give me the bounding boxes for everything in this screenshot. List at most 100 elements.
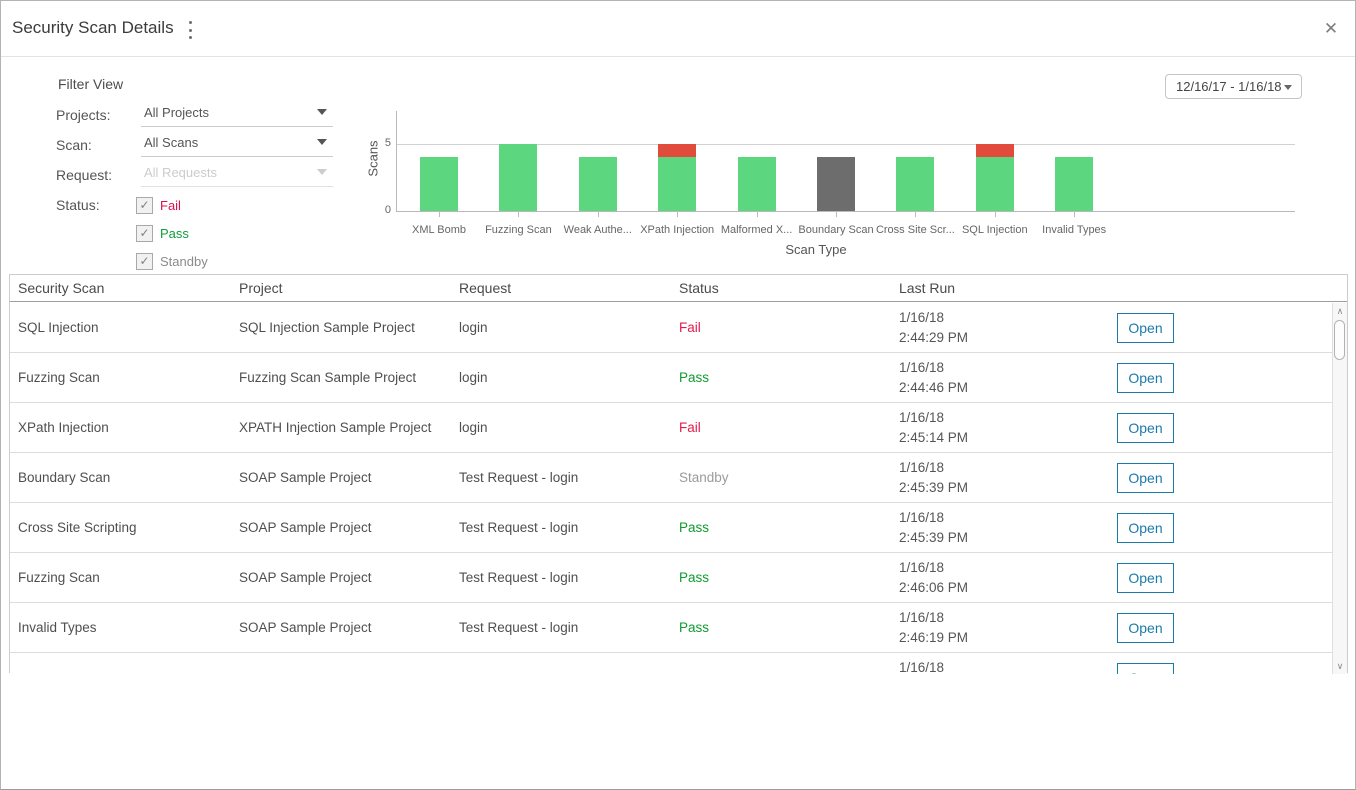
open-button[interactable]: Open	[1117, 513, 1174, 543]
bar-segment-pass-weak-authe-[interactable]	[578, 157, 617, 211]
cell-status: Standby	[679, 470, 729, 485]
bar-segment-fail-sql-injection[interactable]	[975, 144, 1014, 158]
cell-project: SQL Injection Sample Project	[239, 320, 415, 335]
cell-security-scan: Cross Site Scripting	[18, 520, 137, 535]
x-category-label: Boundary Scan	[798, 224, 874, 236]
date-range-dropdown[interactable]: 12/16/17 - 1/16/18	[1165, 74, 1302, 99]
x-tick-mark	[677, 212, 679, 217]
checkbox-label: Fail	[160, 198, 181, 213]
table-row[interactable]: Fuzzing Scan SOAP Sample Project Test Requ…	[10, 553, 1333, 603]
cell-request: login	[459, 420, 488, 435]
checkbox-icon[interactable]: ✓	[136, 225, 153, 242]
request-dropdown: All Requests	[141, 161, 333, 187]
x-tick-mark	[1074, 212, 1076, 217]
cell-security-scan: Fuzzing Scan	[18, 570, 100, 585]
bar-segment-pass-xpath-injection[interactable]	[658, 157, 697, 211]
scrollbar-up-icon[interactable]: ∧	[1336, 306, 1344, 316]
table-row[interactable]: Invalid Types SOAP Sample Project Test Req…	[10, 603, 1333, 653]
bar-segment-pass-cross-site-scr-[interactable]	[896, 157, 935, 211]
page-title: Security Scan Details	[12, 18, 174, 37]
table-row[interactable]: 1/16/18 Open	[10, 653, 1333, 674]
open-button[interactable]: Open	[1117, 663, 1174, 674]
x-tick-mark	[915, 212, 917, 217]
x-tick-mark	[994, 212, 996, 217]
cell-status: Pass	[679, 570, 710, 585]
filter-view-title: Filter View	[58, 76, 124, 92]
open-button[interactable]: Open	[1117, 463, 1174, 493]
cell-last-run-date: 1/16/18	[899, 510, 945, 525]
open-button[interactable]: Open	[1117, 563, 1174, 593]
bar-segment-standby-boundary-scan[interactable]	[817, 157, 855, 211]
bar-segment-pass-malformed-x-[interactable]	[737, 157, 776, 211]
cell-status: Pass	[679, 620, 710, 635]
cell-project: SOAP Sample Project	[239, 570, 372, 585]
bar-segment-pass-xml-bomb[interactable]	[420, 157, 458, 211]
cell-project: Fuzzing Scan Sample Project	[239, 370, 417, 385]
cell-last-run-time: 2:46:06 PM	[899, 580, 969, 595]
scrollbar-down-icon[interactable]: ∨	[1336, 661, 1344, 671]
bar-segment-pass-fuzzing-scan[interactable]	[499, 144, 538, 211]
scrollbar-thumb[interactable]	[1334, 320, 1345, 360]
x-tick-mark	[756, 212, 758, 217]
table-row[interactable]: SQL Injection SQL Injection Sample Projec…	[10, 303, 1333, 353]
open-button[interactable]: Open	[1117, 613, 1174, 643]
cell-last-run-time: 2:45:39 PM	[899, 480, 969, 495]
cell-security-scan: Invalid Types	[18, 620, 97, 635]
column-header-security-scan: Security Scan	[18, 280, 105, 296]
open-button[interactable]: Open	[1117, 313, 1174, 343]
kebab-menu-icon[interactable]	[184, 20, 196, 40]
projects-dropdown[interactable]: All Projects	[141, 101, 333, 127]
x-tick-mark	[518, 212, 520, 217]
chevron-down-icon	[317, 169, 327, 175]
cell-security-scan: Fuzzing Scan	[18, 370, 100, 385]
chevron-down-icon	[317, 139, 327, 145]
cell-last-run-time: 2:45:39 PM	[899, 530, 969, 545]
chart-x-axis-label: Scan Type	[785, 242, 847, 257]
checkbox-label: Pass	[160, 226, 189, 241]
chart-x-axis	[396, 211, 1295, 212]
cell-request: Test Request - login	[459, 470, 579, 485]
cell-status: Pass	[679, 520, 710, 535]
x-tick-mark	[439, 212, 440, 217]
table-row[interactable]: Fuzzing Scan Fuzzing Scan Sample Project l…	[10, 353, 1333, 403]
cell-status: Pass	[679, 370, 710, 385]
table-header-row: Security Scan Project Request Status Las…	[10, 275, 1347, 302]
chevron-down-icon	[1284, 85, 1292, 90]
table-row[interactable]: XPath Injection XPATH Injection Sample Pr…	[10, 403, 1333, 453]
close-icon[interactable]: ✕	[1323, 19, 1339, 38]
chart-y-axis	[396, 111, 397, 212]
x-category-label: Malformed X...	[720, 224, 793, 236]
cell-status: Fail	[679, 420, 701, 435]
cell-last-run-date: 1/16/18	[899, 410, 945, 425]
cell-last-run-date: 1/16/18	[899, 360, 945, 375]
cell-security-scan: SQL Injection	[18, 320, 99, 335]
cell-status: Fail	[679, 320, 701, 335]
cell-request: Test Request - login	[459, 520, 579, 535]
column-header-last-run: Last Run	[899, 280, 956, 296]
x-tick-mark	[836, 212, 837, 217]
checkbox-icon[interactable]: ✓	[136, 197, 153, 214]
projects-label: Projects:	[56, 107, 111, 123]
x-category-label: XML Bomb	[411, 224, 466, 236]
bar-segment-pass-invalid-types[interactable]	[1055, 157, 1094, 211]
vertical-scrollbar[interactable]: ∧ ∨	[1332, 303, 1347, 674]
scan-dropdown-value: All Scans	[144, 135, 199, 150]
bar-segment-pass-sql-injection[interactable]	[975, 157, 1014, 211]
chevron-down-icon	[317, 109, 327, 115]
bar-segment-fail-xpath-injection[interactable]	[658, 144, 697, 158]
scan-results-table: Security Scan Project Request Status Las…	[9, 274, 1348, 674]
scan-dropdown[interactable]: All Scans	[141, 131, 333, 157]
x-category-label: Invalid Types	[1042, 224, 1107, 236]
cell-request: Test Request - login	[459, 620, 579, 635]
cell-last-run-date: 1/16/18	[899, 660, 945, 674]
open-button[interactable]: Open	[1117, 413, 1174, 443]
cell-request: login	[459, 320, 488, 335]
table-row[interactable]: Boundary Scan SOAP Sample Project Test Req…	[10, 453, 1333, 503]
x-category-label: Cross Site Scr...	[875, 224, 955, 236]
table-row[interactable]: Cross Site Scripting SOAP Sample Project T…	[10, 503, 1333, 553]
cell-last-run-date: 1/16/18	[899, 610, 945, 625]
open-button[interactable]: Open	[1117, 363, 1174, 393]
projects-dropdown-value: All Projects	[144, 105, 210, 120]
checkbox-icon[interactable]: ✓	[136, 253, 153, 270]
cell-security-scan: XPath Injection	[18, 420, 109, 435]
